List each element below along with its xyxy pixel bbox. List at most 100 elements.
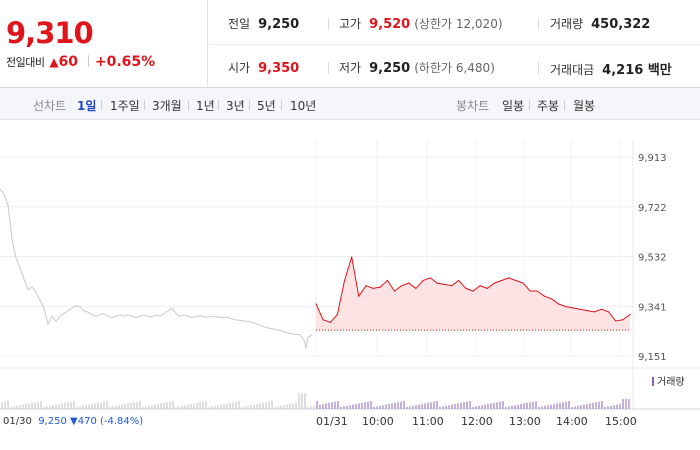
price-point bbox=[536, 290, 538, 292]
current-price: 9,310 bbox=[6, 16, 94, 50]
stat-divider bbox=[328, 18, 329, 30]
change-rate: +0.65% bbox=[94, 54, 156, 70]
price-point bbox=[472, 290, 474, 292]
x-tick-label: 11:00 bbox=[412, 415, 444, 428]
price-point bbox=[336, 313, 338, 316]
quote-header: 9,310 전일대비 ▲60 +0.65% 전일 9,250 시가 9,350 고가… bbox=[0, 0, 700, 88]
stat-value: 9,350 bbox=[258, 61, 300, 76]
stat-value: 450,322 bbox=[591, 17, 651, 32]
price-box: 9,310 전일대비 ▲60 +0.65% bbox=[0, 0, 208, 88]
price-point bbox=[550, 298, 553, 300]
y-tick-label: 9,913 bbox=[638, 153, 667, 164]
toolbar-divider bbox=[101, 100, 102, 110]
candle-tab-monthly[interactable]: 월봉 bbox=[573, 99, 596, 113]
period-tab-3y[interactable]: 3년 bbox=[226, 99, 245, 113]
price-point bbox=[386, 279, 388, 282]
volume-legend-label: 거래량 bbox=[657, 377, 685, 388]
toolbar-divider bbox=[281, 100, 282, 110]
prev-day-price-line bbox=[0, 188, 313, 349]
x-tick-label: 12:00 bbox=[461, 415, 493, 428]
price-point bbox=[422, 279, 424, 282]
toolbar-divider bbox=[144, 100, 145, 110]
x-tick-label: 15:00 bbox=[605, 415, 637, 428]
price-point bbox=[586, 310, 588, 312]
stats-divider bbox=[209, 44, 700, 45]
price-point bbox=[608, 311, 610, 313]
volume-legend: 거래량 bbox=[652, 373, 685, 388]
stat-volume: 거래량 450,322 bbox=[550, 15, 650, 32]
price-point bbox=[558, 303, 560, 305]
price-chart[interactable]: 9,913 9,722 9,532 9,341 9,151 01/31 10:00 11:0… bbox=[0, 120, 700, 450]
price-point bbox=[522, 282, 524, 284]
price-point bbox=[465, 287, 467, 289]
change-label: 전일대비 bbox=[6, 56, 45, 69]
prev-day-price: 9,250 bbox=[38, 416, 67, 427]
prev-day-rate: (-4.84%) bbox=[100, 416, 144, 427]
stat-value: 4,216 백만 bbox=[602, 63, 672, 78]
period-tab-10y[interactable]: 10년 bbox=[290, 99, 317, 113]
price-point bbox=[343, 279, 346, 282]
prev-day-date: 01/30 bbox=[3, 416, 32, 427]
price-point bbox=[486, 287, 488, 289]
stat-prev-close: 전일 9,250 bbox=[228, 15, 299, 32]
change-value: 60 bbox=[58, 54, 79, 70]
candle-tab-daily[interactable]: 일봉 bbox=[502, 99, 525, 113]
price-point bbox=[365, 285, 367, 287]
price-point bbox=[600, 308, 603, 310]
stat-label: 거래대금 bbox=[550, 63, 595, 77]
x-tick-label: 14:00 bbox=[556, 415, 588, 428]
lower-limit-text: (하한가 6,480) bbox=[414, 61, 495, 75]
period-tab-1w[interactable]: 1주일 bbox=[110, 99, 140, 113]
change-divider bbox=[87, 55, 89, 67]
price-point bbox=[508, 277, 510, 279]
down-arrow-icon: ▼ bbox=[70, 416, 78, 427]
toolbar-divider bbox=[529, 100, 530, 110]
price-point bbox=[358, 295, 360, 297]
stat-low: 저가 9,250 (하한가 6,480) bbox=[339, 59, 495, 76]
price-point bbox=[393, 290, 396, 292]
stat-value: 9,520 bbox=[369, 17, 411, 32]
price-point bbox=[436, 282, 438, 284]
price-point bbox=[429, 277, 431, 279]
price-point bbox=[372, 287, 374, 289]
price-point bbox=[579, 308, 581, 310]
line-chart-label: 선차트 bbox=[33, 99, 67, 113]
stat-label: 저가 bbox=[339, 61, 362, 75]
period-tab-1d[interactable]: 1일 bbox=[77, 99, 97, 113]
stat-divider bbox=[538, 62, 539, 74]
price-point bbox=[458, 279, 460, 282]
price-point bbox=[543, 295, 546, 297]
stat-label: 고가 bbox=[339, 17, 362, 31]
price-chart-svg: 9,913 9,722 9,532 9,341 9,151 01/31 10:00 11:0… bbox=[0, 140, 700, 428]
price-point bbox=[515, 279, 517, 282]
period-tab-5y[interactable]: 5년 bbox=[257, 99, 276, 113]
stat-label: 거래량 bbox=[550, 17, 584, 31]
y-tick-label: 9,341 bbox=[638, 302, 667, 313]
chart-toolbar: 선차트 1일 1주일 3개월 1년 3년 5년 10년 봉차트 일봉 주봉 월봉 bbox=[0, 88, 700, 120]
candle-tab-weekly[interactable]: 주봉 bbox=[537, 99, 560, 113]
period-tab-3m[interactable]: 3개월 bbox=[152, 99, 182, 113]
prev-day-change: 470 bbox=[77, 416, 97, 427]
stat-value: 9,250 bbox=[258, 17, 300, 32]
price-point bbox=[479, 285, 481, 287]
stat-value: 9,250 bbox=[369, 61, 411, 76]
price-point bbox=[493, 282, 495, 284]
y-tick-label: 9,722 bbox=[638, 203, 667, 214]
price-point bbox=[329, 321, 331, 323]
price-point bbox=[593, 311, 595, 313]
stat-label: 전일 bbox=[228, 17, 251, 31]
price-point bbox=[629, 313, 631, 316]
toolbar-divider bbox=[218, 100, 219, 110]
prev-day-info: 01/30 9,250 ▼470 (-4.84%) bbox=[3, 416, 143, 427]
price-point bbox=[443, 283, 446, 285]
change-row: 전일대비 ▲60 +0.65% bbox=[6, 54, 155, 70]
toolbar-divider bbox=[188, 100, 189, 110]
price-point bbox=[322, 319, 324, 321]
price-point bbox=[415, 287, 417, 289]
upper-limit-text: (상한가 12,020) bbox=[414, 17, 503, 31]
period-tab-1y[interactable]: 1년 bbox=[196, 99, 215, 113]
toolbar-divider bbox=[564, 100, 565, 110]
stat-label: 시가 bbox=[228, 61, 251, 75]
price-point bbox=[351, 256, 353, 258]
stat-open: 시가 9,350 bbox=[228, 59, 299, 76]
